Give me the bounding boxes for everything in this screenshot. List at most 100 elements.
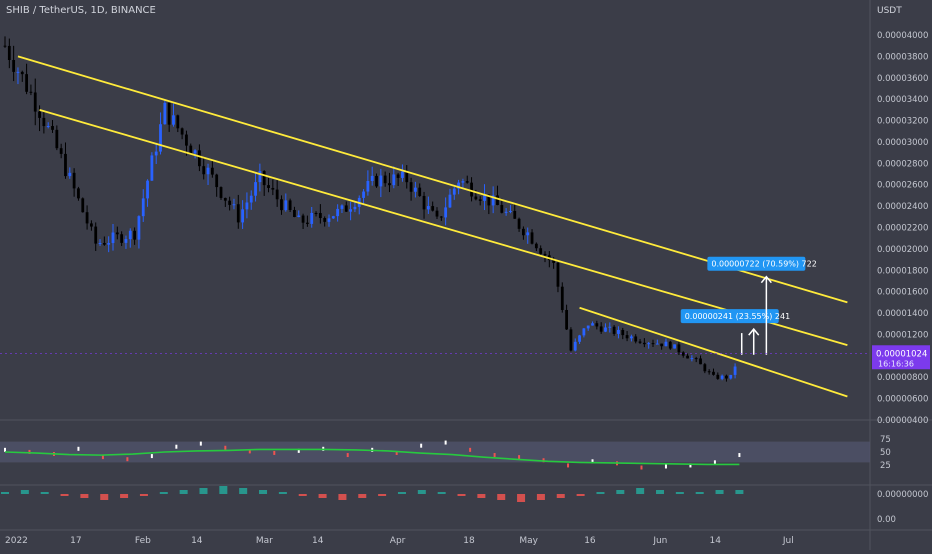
rsi-mark: [420, 443, 423, 448]
rsi-mark: [150, 454, 153, 459]
price-tick-label: 0.00000800: [877, 373, 928, 383]
candle-body: [159, 124, 162, 152]
price-tick-label: 0.00002600: [877, 181, 928, 191]
rsi-mark: [518, 455, 521, 460]
candle-body: [85, 212, 89, 224]
candle-body: [522, 228, 525, 236]
macd-bar: [219, 486, 228, 494]
candle-body: [228, 200, 232, 205]
candle-body: [396, 174, 400, 178]
candle-body: [336, 208, 340, 217]
macd-bar: [298, 494, 307, 496]
macd-bar: [477, 494, 486, 498]
candle-body: [604, 327, 607, 332]
macd-bar: [497, 494, 506, 500]
candle-body: [327, 218, 331, 222]
candle-body: [686, 355, 689, 359]
candle-body: [457, 182, 460, 189]
macd-bar: [159, 492, 168, 494]
candle-body: [370, 175, 374, 182]
candle-body: [180, 128, 184, 135]
rsi-tick-label: 50: [880, 448, 891, 458]
rsi-mark: [395, 450, 398, 455]
macd-bar: [338, 494, 347, 500]
candle-body: [51, 126, 54, 130]
candle-body: [543, 253, 547, 256]
measure-label-bg: [707, 256, 806, 271]
candle-body: [560, 286, 564, 310]
candle-body: [262, 171, 266, 186]
price-tick-label: 0.00002800: [877, 159, 928, 169]
candle-body: [526, 232, 530, 236]
macd-bar: [636, 488, 645, 494]
rsi-mark: [689, 463, 692, 468]
candle-body: [90, 223, 93, 227]
candle-body: [379, 175, 383, 187]
candle-body: [668, 341, 672, 349]
candle-body: [107, 243, 111, 245]
candle-body: [681, 352, 685, 356]
candle-body: [172, 115, 175, 125]
candle-body: [29, 91, 33, 93]
candle-body: [444, 207, 448, 218]
candle-body: [210, 167, 214, 175]
candle-body: [716, 374, 720, 379]
candle-body: [677, 344, 681, 353]
candle-body: [310, 212, 314, 224]
time-tick-label: 2022: [5, 536, 28, 546]
candle-body: [362, 191, 365, 198]
rsi-mark: [542, 458, 545, 463]
candle-body: [16, 71, 20, 73]
candle-body: [280, 199, 283, 211]
macd-bar: [596, 492, 605, 494]
candle-body: [154, 151, 158, 156]
candle-body: [7, 45, 11, 60]
macd-bar: [457, 494, 466, 496]
candle-body: [660, 343, 664, 347]
candle-body: [167, 102, 171, 125]
rsi-mark: [493, 453, 496, 458]
rsi-mark: [101, 455, 104, 460]
candle-body: [586, 325, 590, 329]
candle-body: [504, 211, 508, 213]
price-tick-label: 0.00001800: [877, 266, 928, 276]
measure-label: 0.00000722 (70.59%) 722: [711, 260, 816, 269]
last-price-countdown: 16:16:36: [878, 359, 914, 368]
rsi-mark: [199, 441, 202, 446]
macd-tick-label: 0.00000000: [877, 490, 928, 500]
candle-body: [271, 187, 275, 190]
candle-body: [617, 329, 620, 334]
price-tick-label: 0.00002400: [877, 202, 928, 212]
candle-body: [111, 232, 115, 244]
candle-body: [725, 375, 728, 379]
rsi-mark: [444, 440, 447, 445]
macd-bar: [656, 490, 665, 494]
candle-body: [64, 153, 67, 177]
channel-line-2: [39, 108, 848, 347]
candle-body: [12, 59, 16, 72]
candle-body: [703, 364, 707, 372]
candle-body: [573, 341, 577, 351]
price-tick-label: 0.00001600: [877, 288, 928, 298]
candle-body: [556, 262, 560, 287]
candle-body: [245, 202, 249, 210]
macd-bar: [556, 494, 565, 498]
candle-body: [491, 195, 495, 206]
symbol-title[interactable]: SHIB / TetherUS, 1D, BINANCE: [6, 5, 156, 16]
candle-body: [288, 200, 292, 210]
candle-body: [297, 215, 301, 217]
candle-body: [405, 171, 409, 183]
candle-body: [694, 358, 698, 360]
candle-body: [176, 115, 180, 129]
measure-label-bg: [680, 309, 779, 324]
macd-bar: [259, 490, 268, 494]
quote-currency-label: USDT: [877, 6, 902, 16]
channel-line-3: [579, 306, 848, 398]
candle-body: [275, 189, 279, 200]
rsi-band: [0, 441, 870, 463]
rsi-mark: [273, 450, 276, 455]
price-tick-label: 0.00003000: [877, 138, 928, 148]
candle-body: [202, 166, 206, 175]
